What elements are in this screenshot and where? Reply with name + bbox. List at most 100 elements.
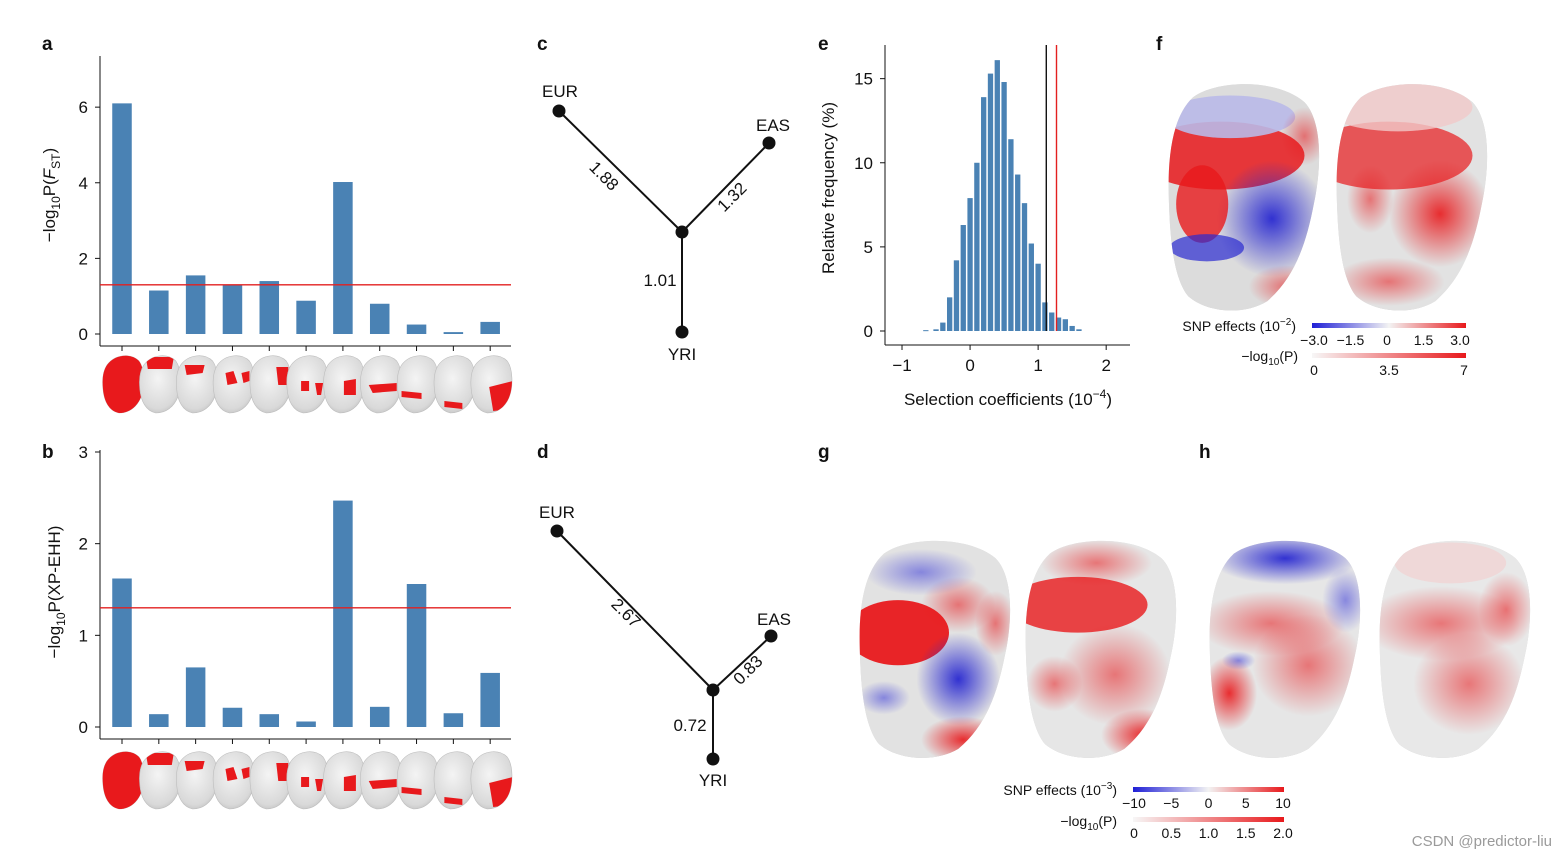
mini-face-shape: [396, 355, 439, 414]
panel-label-d: d: [537, 442, 549, 463]
mini-face-shape: [212, 751, 255, 810]
mini-face-region: [184, 365, 205, 375]
mini-face-4: [212, 355, 255, 414]
tree-d-node-eur: [550, 524, 564, 538]
tree-d-branch-eur: [556, 530, 714, 691]
tree-c-len-eur: 1.88: [585, 158, 622, 195]
mini-face-region: [102, 355, 144, 413]
hist-bar-e: [940, 322, 946, 331]
y-tick-label-a: 2: [79, 249, 88, 268]
legend-f-p-colorbar: [1312, 353, 1466, 358]
legend-tick-label: 2.0: [1273, 825, 1293, 841]
mini-face-region-clip: [368, 779, 397, 789]
hist-bar-e: [1049, 312, 1055, 331]
mini-face-7: [323, 751, 365, 810]
mini-face-10: [433, 355, 476, 414]
hist-bar-e: [994, 60, 1000, 332]
mini-face-4: [212, 751, 255, 810]
y-tick-label-a: 6: [79, 98, 88, 117]
panel-label-g: g: [818, 442, 830, 463]
bar-b: [480, 672, 500, 727]
bar-b: [185, 667, 206, 727]
mini-face-region-clip: [145, 357, 174, 369]
face-region-strip-b: [102, 751, 513, 810]
bar-b: [333, 500, 353, 727]
legend-gh-snp-colorbar: [1133, 787, 1284, 792]
y-tick-label-b: 2: [79, 535, 88, 554]
y-axis-label-e: Relative frequency (%): [819, 102, 838, 274]
hist-bar-e: [967, 198, 973, 331]
bar-b: [443, 713, 464, 727]
panel-label-a: a: [42, 34, 53, 55]
y-tick-label-b: 0: [79, 718, 88, 737]
mini-face-shape: [175, 355, 218, 414]
bar-a: [369, 303, 390, 334]
tree-d-label-yri: YRI: [699, 771, 727, 790]
chart-a: −log10P(FST) 0 2 4 6: [40, 56, 511, 351]
x-tick-label-e: 0: [965, 356, 974, 375]
hist-bar-e: [1069, 325, 1075, 331]
bar-a: [222, 284, 243, 334]
y-tick-label-b: 3: [79, 443, 88, 462]
mini-face-region-clip: [102, 355, 144, 413]
mini-face-region-clip: [276, 367, 289, 385]
hist-bar-e: [1028, 243, 1034, 331]
mini-face-region-clip: [444, 401, 463, 409]
mini-face-region: [145, 357, 174, 369]
tree-c-branch-eur: [558, 110, 683, 233]
legend-f: SNP effects (10−2) −3.0 −1.5 0 1.5 3.0 −log1…: [1182, 317, 1470, 378]
mini-face-region-clip: [301, 777, 324, 791]
hist-bar-e: [1035, 263, 1041, 331]
mini-face-1: [102, 355, 145, 414]
mini-face-8: [360, 751, 402, 810]
legend-f-snp-label: SNP effects (10−2): [1182, 317, 1296, 334]
hist-bar-e: [1062, 319, 1069, 331]
hist-bar-e: [1076, 329, 1082, 331]
bar-b: [149, 714, 169, 727]
mini-face-region-clip: [184, 761, 205, 771]
tree-c-len-yri: 1.01: [643, 271, 676, 290]
tree-d-len-yri: 0.72: [673, 716, 706, 735]
legend-tick-label: −1.5: [1337, 332, 1365, 348]
legend-tick-label: 10: [1275, 795, 1291, 811]
mini-face-region-clip: [102, 751, 144, 809]
hist-bar-e: [923, 330, 929, 332]
bar-a: [333, 182, 353, 334]
mini-face-6: [286, 751, 329, 810]
tree-d-branch-eas: [712, 635, 772, 691]
mini-face-region-clip: [225, 371, 250, 385]
bar-a: [406, 324, 427, 334]
face-h-pvalues: [1379, 540, 1531, 758]
legend-tick-label: 0: [1130, 825, 1138, 841]
panel-label-f: f: [1156, 34, 1163, 55]
panel-label-b: b: [42, 442, 54, 463]
hist-bar-e: [933, 329, 939, 331]
hist-bar-e: [974, 162, 980, 331]
mini-face-3: [175, 355, 218, 414]
legend-tick-label: 3.5: [1379, 362, 1399, 378]
bar-b: [222, 707, 243, 727]
mini-face-11: [470, 751, 513, 810]
bar-a: [296, 300, 316, 334]
bar-a: [259, 281, 280, 334]
tree-c-label-yri: YRI: [668, 345, 696, 364]
bar-a: [443, 332, 464, 334]
face-f-pvalues: [1336, 84, 1488, 311]
mini-face-region: [401, 787, 422, 795]
mini-face-region: [444, 401, 463, 409]
x-axis-label-e: Selection coefficients (10−4): [904, 387, 1112, 409]
mini-face-6: [286, 355, 329, 414]
mini-face-region: [343, 379, 356, 395]
legend-tick-label: 0: [1310, 362, 1318, 378]
mini-face-region-clip: [225, 767, 250, 781]
bar-a: [112, 103, 132, 334]
face-region-strip-a: [102, 355, 513, 414]
bar-b: [406, 584, 427, 727]
mini-face-2: [139, 751, 181, 810]
mini-face-region: [301, 777, 324, 791]
x-tick-label-e: 2: [1101, 356, 1110, 375]
watermark: CSDN @predictor-liu: [1412, 833, 1552, 850]
tree-c-label-eas: EAS: [756, 116, 790, 135]
mini-face-region: [401, 391, 422, 399]
